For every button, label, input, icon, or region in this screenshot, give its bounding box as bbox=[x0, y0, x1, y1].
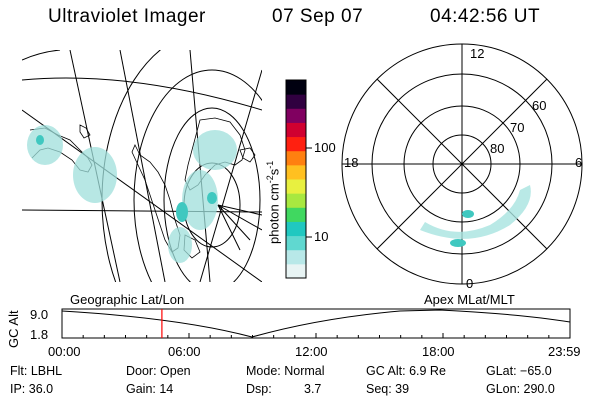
xtick-0000: 00:00 bbox=[48, 344, 81, 359]
colorbar-cell bbox=[286, 164, 306, 180]
info-door: Door: Open bbox=[126, 364, 191, 378]
colorbar-cell bbox=[286, 136, 306, 152]
mlt-label-6: 6 bbox=[575, 155, 583, 170]
colorbar-tick-100: 100 bbox=[314, 140, 336, 155]
info-ip: IP: 36.0 bbox=[10, 382, 54, 396]
timeline-right-label: Apex MLat/MLT bbox=[424, 292, 515, 307]
timeline-left-label: Geographic Lat/Lon bbox=[70, 292, 185, 307]
lat-label-70: 70 bbox=[510, 120, 525, 135]
info-mode: Mode: Normal bbox=[246, 364, 325, 378]
colorbar-cell bbox=[286, 150, 306, 166]
xtick-2359: 23:59 bbox=[548, 344, 581, 359]
info-dsp-label: Dsp: bbox=[246, 382, 272, 396]
colorbar-cell bbox=[286, 235, 306, 251]
info-dsp-value: 3.7 bbox=[304, 382, 322, 396]
info-glon: GLon: 290.0 bbox=[486, 382, 555, 396]
colorbar-cell bbox=[286, 80, 306, 95]
timeline-ymin: 1.8 bbox=[30, 327, 49, 342]
mlt-label-12: 12 bbox=[470, 46, 485, 61]
colorbar-cell bbox=[286, 179, 306, 194]
colorbar-cell bbox=[286, 122, 306, 138]
colorbar-cell bbox=[286, 193, 306, 208]
colorbar-tick-10: 10 bbox=[314, 229, 329, 244]
date-label: 07 Sep 07 bbox=[272, 6, 364, 27]
xtick-1200: 12:00 bbox=[295, 344, 328, 359]
xtick-0600: 06:00 bbox=[168, 344, 201, 359]
colorbar-cell bbox=[286, 108, 306, 123]
info-flt: Flt: LBHL bbox=[10, 364, 63, 378]
colorbar-cell bbox=[286, 221, 306, 237]
colorbar-cell bbox=[286, 249, 306, 265]
timeline-ymax: 9.0 bbox=[30, 307, 49, 322]
xtick-1800: 18:00 bbox=[422, 344, 455, 359]
time-label: 04:42:56 UT bbox=[430, 6, 541, 27]
info-glat: GLat: −65.0 bbox=[486, 364, 552, 378]
lat-label-60: 60 bbox=[532, 98, 547, 113]
mlt-label-0: 0 bbox=[466, 276, 474, 291]
colorbar-cell bbox=[286, 207, 306, 222]
info-gcalt: GC Alt: 6.9 Re bbox=[366, 364, 446, 378]
info-seq: Seq: 39 bbox=[366, 382, 410, 396]
instrument-title: Ultraviolet Imager bbox=[48, 6, 206, 27]
lat-label-80: 80 bbox=[490, 141, 505, 156]
mlt-label-18: 18 bbox=[344, 155, 359, 170]
info-gain: Gain: 14 bbox=[126, 382, 174, 396]
colorbar-cell bbox=[286, 263, 306, 279]
colorbar-cell bbox=[286, 94, 306, 109]
